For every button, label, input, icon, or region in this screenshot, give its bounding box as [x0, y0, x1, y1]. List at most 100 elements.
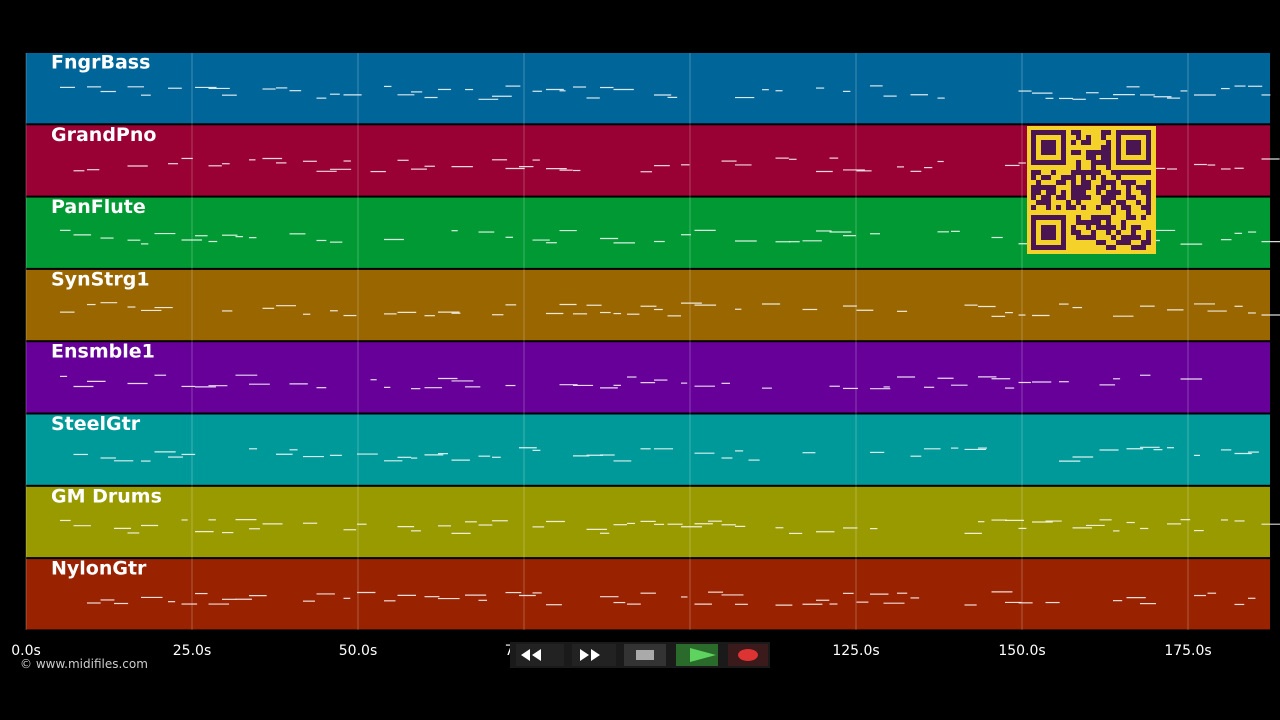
qr-module [1111, 225, 1116, 230]
qr-module [1131, 245, 1136, 250]
qr-module [1081, 185, 1086, 190]
qr-module [1126, 195, 1131, 200]
qr-module [1051, 170, 1056, 175]
qr-module [1071, 170, 1076, 175]
qr-module [1096, 205, 1101, 210]
qr-module [1111, 190, 1116, 195]
qr-module [1131, 235, 1136, 240]
qr-module [1126, 235, 1131, 240]
qr-module [1121, 235, 1126, 240]
track-name: GrandPno [51, 124, 156, 146]
qr-module [1116, 230, 1121, 235]
qr-module [1101, 145, 1106, 150]
qr-module [1101, 135, 1106, 140]
qr-module [1086, 135, 1091, 140]
qr-module [1131, 195, 1136, 200]
qr-module [1091, 165, 1096, 170]
qr-module [1111, 195, 1116, 200]
qr-module [1071, 130, 1076, 135]
forward-button[interactable] [572, 644, 616, 666]
qr-module [1081, 220, 1086, 225]
qr-module [1036, 180, 1041, 185]
track-name: GM Drums [51, 485, 162, 507]
qr-module [1066, 205, 1071, 210]
track-name: Ensmble1 [51, 341, 155, 363]
qr-module [1116, 175, 1121, 180]
qr-module [1076, 215, 1081, 220]
qr-module [1131, 225, 1136, 230]
qr-module [1081, 170, 1086, 175]
track-name: FngrBass [51, 52, 150, 74]
qr-module [1041, 175, 1046, 180]
qr-module [1076, 200, 1081, 205]
record-button[interactable] [728, 644, 768, 666]
time-tick: 125.0s [832, 643, 879, 659]
play-button[interactable] [676, 644, 718, 666]
qr-module [1036, 170, 1041, 175]
qr-module [1141, 170, 1146, 175]
qr-module [1091, 150, 1096, 155]
qr-module [1071, 230, 1076, 235]
qr-module [1106, 180, 1111, 185]
qr-module [1126, 205, 1131, 210]
qr-module [1146, 195, 1151, 200]
qr-module [1146, 230, 1151, 235]
qr-module [1101, 225, 1106, 230]
qr-module [1096, 240, 1101, 245]
qr-module [1121, 170, 1126, 175]
qr-module [1101, 160, 1106, 165]
qr-module [1076, 165, 1081, 170]
qr-module [1071, 180, 1076, 185]
qr-module [1126, 210, 1131, 215]
qr-module [1046, 195, 1051, 200]
qr-module [1031, 170, 1036, 175]
qr-module [1086, 225, 1091, 230]
qr-module [1091, 175, 1096, 180]
qr-module [1121, 220, 1126, 225]
qr-module [1076, 150, 1081, 155]
qr-module [1101, 195, 1106, 200]
qr-module [1041, 185, 1046, 190]
qr-module [1111, 235, 1116, 240]
copyright: © www.midifiles.com [20, 657, 148, 671]
qr-module [1116, 170, 1121, 175]
qr-module [1046, 175, 1051, 180]
qr-module [1096, 150, 1101, 155]
qr-module [1111, 245, 1116, 250]
qr-module [1086, 150, 1091, 155]
qr-module [1081, 140, 1086, 145]
qr-module [1091, 215, 1096, 220]
qr-module [1081, 195, 1086, 200]
rewind-button[interactable] [516, 644, 564, 666]
qr-module [1106, 245, 1111, 250]
qr-module [1046, 200, 1051, 205]
track-lane [26, 559, 1270, 630]
qr-module [1071, 225, 1076, 230]
stop-button[interactable] [624, 644, 666, 666]
qr-module [1041, 195, 1046, 200]
qr-module [1106, 215, 1111, 220]
qr-module [1106, 165, 1111, 170]
qr-module [1066, 200, 1071, 205]
qr-module [1046, 190, 1051, 195]
qr-module [1126, 185, 1131, 190]
labels: FngrBass GrandPno PanFlute SynStrg1 Ensmble1… [51, 52, 162, 580]
qr-module [1126, 215, 1131, 220]
track-name: NylonGtr [51, 558, 147, 580]
qr-module [1031, 195, 1036, 200]
qr-module [1071, 190, 1076, 195]
qr-module [1096, 160, 1101, 165]
time-tick: 150.0s [998, 643, 1045, 659]
qr-module [1041, 200, 1046, 205]
qr-module [1096, 225, 1101, 230]
qr-module [1096, 220, 1101, 225]
qr-module [1126, 170, 1131, 175]
qr-module [1076, 220, 1081, 225]
qr-module [1106, 220, 1111, 225]
qr-module [1046, 205, 1051, 210]
qr-module [1136, 245, 1141, 250]
qr-module [1086, 185, 1091, 190]
qr-module [1071, 150, 1076, 155]
qr-module [1146, 190, 1151, 195]
